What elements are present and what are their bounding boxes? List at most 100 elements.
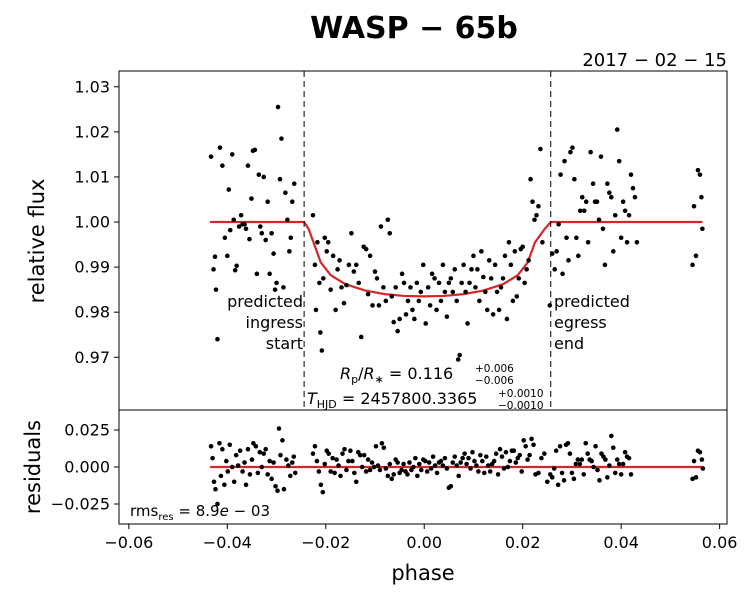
flux-point-101 <box>423 321 429 326</box>
egress-label-line-3: end <box>554 334 584 353</box>
flux-point-153 <box>526 258 531 263</box>
flux-point-176 <box>577 208 583 214</box>
residual-point-46 <box>310 451 316 456</box>
flux-point-80 <box>378 224 384 229</box>
flux-point-12 <box>231 217 237 223</box>
flux-point-47 <box>310 212 316 218</box>
residual-point-89 <box>395 460 400 465</box>
flux-point-187 <box>600 226 606 232</box>
residual-point-24 <box>253 443 259 449</box>
residual-point-81 <box>379 441 385 446</box>
flux-point-102 <box>425 285 431 290</box>
residual-point-170 <box>559 470 565 476</box>
flux-point-96 <box>412 316 417 322</box>
residual-point-201 <box>620 461 626 467</box>
flux-point-125 <box>471 253 476 259</box>
flux-point-28 <box>259 230 265 236</box>
flux-point-184 <box>594 199 600 205</box>
flux-point-69 <box>353 262 359 268</box>
flux-point-31 <box>265 199 270 205</box>
flux-point-42 <box>285 217 290 223</box>
residual-point-18 <box>242 460 247 465</box>
flux-point-66 <box>346 262 352 268</box>
residual-point-206 <box>690 476 695 482</box>
flux-point-120 <box>461 262 466 268</box>
flux-point-51 <box>317 280 322 286</box>
flux-point-202 <box>630 185 636 191</box>
residual-point-39 <box>281 486 287 492</box>
residual-y-tick-label-2: 0.025 <box>64 420 110 439</box>
residual-point-105 <box>426 460 432 465</box>
flux-point-0 <box>208 154 214 159</box>
flux-point-157 <box>534 212 539 218</box>
residual-point-6 <box>218 473 224 479</box>
flux-point-173 <box>572 176 577 182</box>
residual-point-75 <box>367 467 373 473</box>
residual-point-179 <box>577 461 583 467</box>
flux-point-54 <box>321 276 326 281</box>
flux-point-192 <box>610 249 616 254</box>
egress-label: predicted egress end <box>554 292 630 353</box>
flux-point-126 <box>473 285 478 290</box>
residual-point-48 <box>314 458 320 464</box>
flux-point-24 <box>252 147 258 153</box>
flux-point-131 <box>482 289 488 295</box>
residual-point-34 <box>273 483 278 489</box>
flux-point-82 <box>383 298 389 304</box>
flux-point-93 <box>405 298 411 304</box>
egress-label-line-2: egress <box>554 313 607 332</box>
residuals-y-axis: −0.025 0.000 0.025 <box>51 420 119 514</box>
residual-y-tick-label-0: −0.025 <box>51 495 110 514</box>
flux-point-74 <box>365 291 371 297</box>
residual-point-125 <box>466 455 471 461</box>
flux-points-layer <box>208 104 705 362</box>
flux-point-207 <box>693 253 699 259</box>
flux-point-22 <box>249 196 254 201</box>
residual-point-12 <box>229 464 235 470</box>
chart-title: WASP − 65b <box>310 11 518 46</box>
residual-point-3 <box>213 486 218 492</box>
residual-point-180 <box>579 457 585 462</box>
ingress-egress-lines <box>303 71 552 410</box>
flux-point-201 <box>628 172 634 177</box>
flux-point-63 <box>339 285 344 290</box>
flux-point-92 <box>403 312 409 317</box>
flux-point-171 <box>568 149 573 155</box>
flux-y-tick-label-1: 0.98 <box>74 303 110 322</box>
flux-point-118 <box>457 352 462 358</box>
flux-point-124 <box>469 267 474 272</box>
flux-point-46 <box>291 181 297 186</box>
residual-point-56 <box>330 455 335 461</box>
flux-point-169 <box>564 235 569 241</box>
flux-point-199 <box>624 240 630 245</box>
x-tick-label-2: −0.02 <box>301 533 350 552</box>
residual-point-104 <box>424 469 430 474</box>
transit-model-curve <box>210 220 703 298</box>
residual-point-171 <box>561 478 567 483</box>
residual-point-101 <box>418 467 424 473</box>
flux-point-127 <box>475 267 480 272</box>
flux-point-76 <box>370 303 375 308</box>
residual-point-59 <box>336 463 341 468</box>
flux-point-90 <box>399 271 405 277</box>
residual-point-103 <box>422 458 428 464</box>
flux-point-49 <box>313 307 319 313</box>
flux-point-95 <box>410 307 415 313</box>
residual-point-61 <box>340 451 345 456</box>
flux-point-79 <box>376 303 382 308</box>
flux-point-193 <box>612 212 618 218</box>
flux-point-70 <box>356 280 362 286</box>
residual-point-49 <box>316 469 322 474</box>
residual-point-32 <box>269 476 274 482</box>
flux-point-4 <box>215 336 220 342</box>
residual-point-160 <box>536 470 541 476</box>
residual-point-13 <box>231 479 237 485</box>
flux-point-116 <box>454 298 460 304</box>
flux-y-tick-label-4: 1.01 <box>74 167 110 186</box>
flux-point-29 <box>261 174 267 180</box>
ingress-label-line-3: start <box>266 334 303 353</box>
flux-point-141 <box>502 253 508 259</box>
residual-point-70 <box>357 452 363 458</box>
flux-point-44 <box>288 235 294 241</box>
residual-point-124 <box>464 461 469 467</box>
